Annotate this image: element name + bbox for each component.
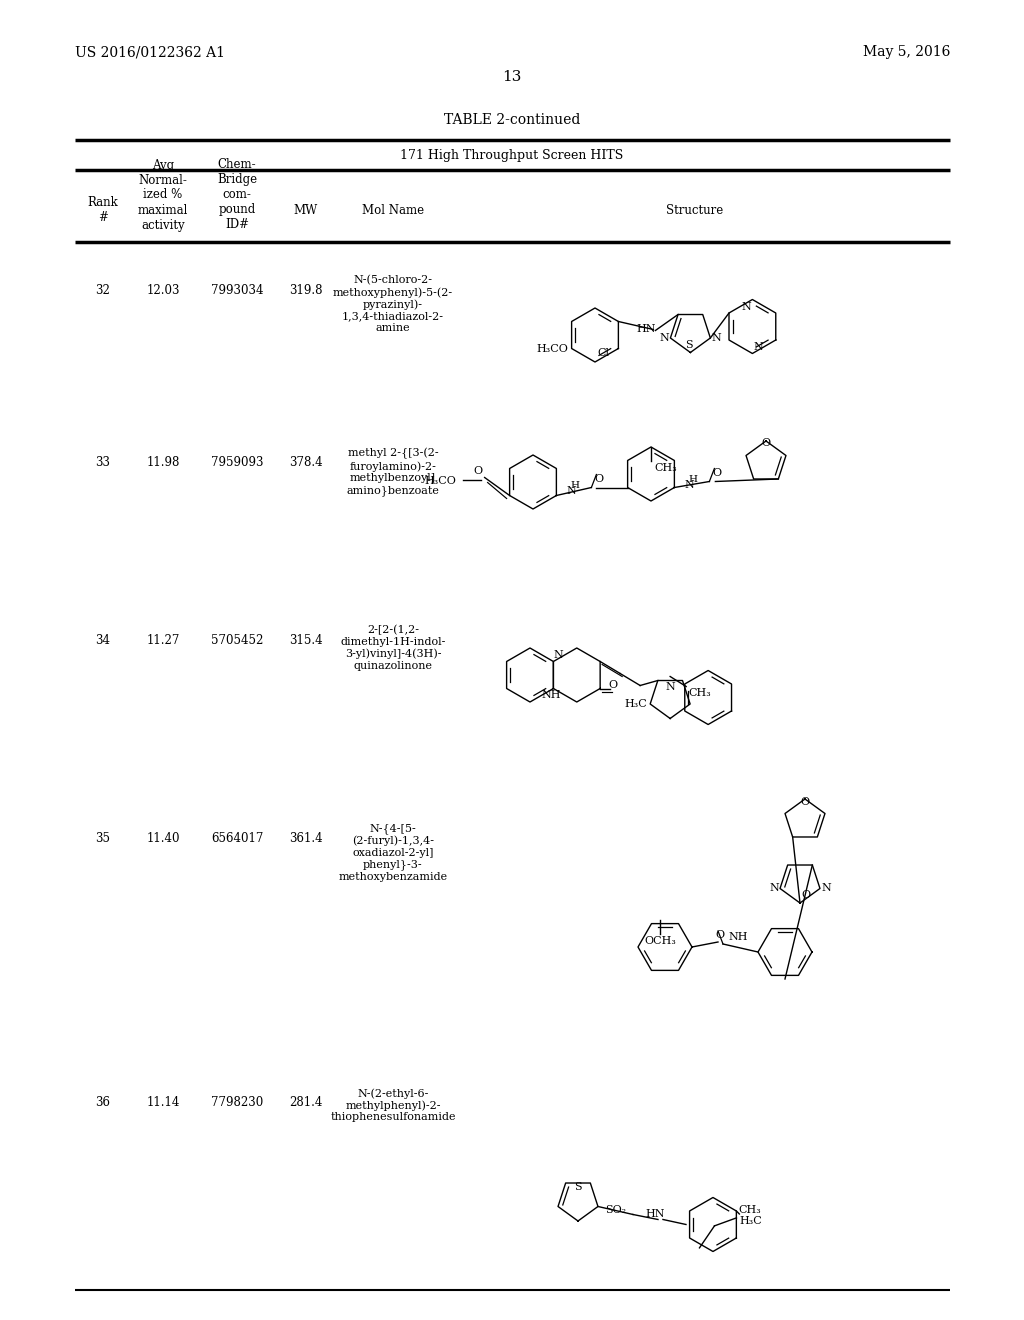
Text: 319.8: 319.8 <box>289 284 323 297</box>
Text: N: N <box>659 333 670 343</box>
Text: 7959093: 7959093 <box>211 457 263 470</box>
Text: 378.4: 378.4 <box>289 457 323 470</box>
Text: N: N <box>666 681 675 692</box>
Text: Chem-
Bridge
com-
pound
ID#: Chem- Bridge com- pound ID# <box>217 158 257 231</box>
Text: 281.4: 281.4 <box>290 1097 323 1110</box>
Text: N-(5-chloro-2-
methoxyphenyl)-5-(2-
pyrazinyl)-
1,3,4-thiadiazol-2-
amine: N-(5-chloro-2- methoxyphenyl)-5-(2- pyra… <box>333 275 453 333</box>
Text: O: O <box>595 474 604 483</box>
Text: CH₃: CH₃ <box>738 1205 761 1214</box>
Text: TABLE 2-continued: TABLE 2-continued <box>443 114 581 127</box>
Text: Mol Name: Mol Name <box>361 203 424 216</box>
Text: H₃CO: H₃CO <box>537 343 568 354</box>
Text: 11.40: 11.40 <box>146 832 180 845</box>
Text: 36: 36 <box>95 1097 111 1110</box>
Text: 33: 33 <box>95 457 111 470</box>
Text: HN: HN <box>645 1209 665 1220</box>
Text: S: S <box>574 1181 582 1192</box>
Text: 361.4: 361.4 <box>289 832 323 845</box>
Text: 34: 34 <box>95 634 111 647</box>
Text: N-{4-[5-
(2-furyl)-1,3,4-
oxadiazol-2-yl]
phenyl}-3-
methoxybenzamide: N-{4-[5- (2-furyl)-1,3,4- oxadiazol-2-yl… <box>339 822 447 882</box>
Text: H: H <box>688 475 697 484</box>
Text: Avg
Normal-
ized %
maximal
activity: Avg Normal- ized % maximal activity <box>138 158 188 231</box>
Text: N-(2-ethyl-6-
methylphenyl)-2-
thiophenesulfonamide: N-(2-ethyl-6- methylphenyl)-2- thiophene… <box>331 1088 456 1122</box>
Text: H₃C: H₃C <box>739 1216 762 1226</box>
Text: O: O <box>713 467 722 478</box>
Text: N: N <box>554 649 563 660</box>
Text: HN: HN <box>636 323 656 334</box>
Text: N: N <box>754 342 763 351</box>
Text: Structure: Structure <box>667 203 724 216</box>
Text: Cl: Cl <box>597 348 609 358</box>
Text: O: O <box>473 466 482 475</box>
Text: S: S <box>686 341 693 351</box>
Text: SO₂: SO₂ <box>605 1205 626 1216</box>
Text: N: N <box>741 301 752 312</box>
Text: NH: NH <box>542 690 561 701</box>
Text: O: O <box>801 890 810 900</box>
Text: CH₃: CH₃ <box>654 463 677 473</box>
Text: US 2016/0122362 A1: US 2016/0122362 A1 <box>75 45 225 59</box>
Text: MW: MW <box>294 203 318 216</box>
Text: May 5, 2016: May 5, 2016 <box>862 45 950 59</box>
Text: 35: 35 <box>95 832 111 845</box>
Text: O: O <box>762 438 771 447</box>
Text: 32: 32 <box>95 284 111 297</box>
Text: 11.27: 11.27 <box>146 634 179 647</box>
Text: N: N <box>769 883 779 894</box>
Text: 171 High Throughput Screen HITS: 171 High Throughput Screen HITS <box>400 149 624 162</box>
Text: CH₃: CH₃ <box>688 689 711 698</box>
Text: 315.4: 315.4 <box>289 634 323 647</box>
Text: 2-[2-(1,2-
dimethyl-1H-indol-
3-yl)vinyl]-4(3H)-
quinazolinone: 2-[2-(1,2- dimethyl-1H-indol- 3-yl)vinyl… <box>340 624 445 671</box>
Text: 5705452: 5705452 <box>211 634 263 647</box>
Text: H: H <box>570 480 580 490</box>
Text: 11.98: 11.98 <box>146 457 179 470</box>
Text: 7798230: 7798230 <box>211 1097 263 1110</box>
Text: H₃CO: H₃CO <box>425 475 457 486</box>
Text: 7993034: 7993034 <box>211 284 263 297</box>
Text: 11.14: 11.14 <box>146 1097 179 1110</box>
Text: N: N <box>566 486 577 495</box>
Text: 6564017: 6564017 <box>211 832 263 845</box>
Text: NH: NH <box>728 932 748 942</box>
Text: 12.03: 12.03 <box>146 284 180 297</box>
Text: methyl 2-{[3-(2-
furoylamino)-2-
methylbenzoyl]
amino}benzoate: methyl 2-{[3-(2- furoylamino)-2- methylb… <box>346 447 439 495</box>
Text: O: O <box>801 797 810 807</box>
Text: N: N <box>821 883 830 894</box>
Text: H₃C: H₃C <box>625 700 647 709</box>
Text: O: O <box>716 931 725 940</box>
Text: 13: 13 <box>503 70 521 84</box>
Text: OCH₃: OCH₃ <box>644 936 676 946</box>
Text: Rank
#: Rank # <box>88 195 119 224</box>
Text: N: N <box>684 479 694 490</box>
Text: O: O <box>608 680 617 689</box>
Text: N: N <box>712 333 721 343</box>
